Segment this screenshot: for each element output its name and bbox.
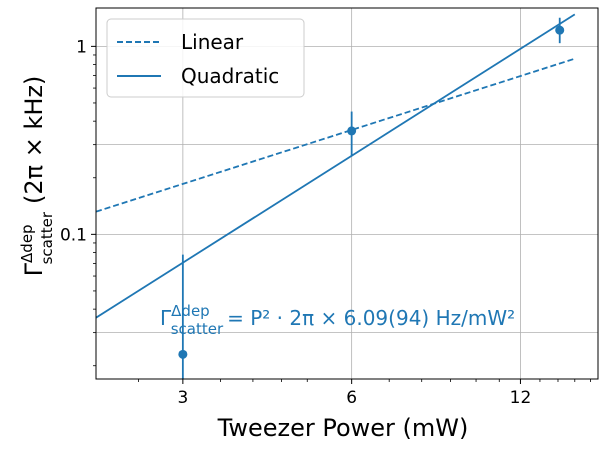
- x-tick-label: 6: [346, 388, 357, 408]
- annot-gamma: Γ: [160, 306, 172, 330]
- annot-formula: = P² · 2π × 6.09(94) Hz/mW²: [227, 306, 515, 330]
- y-tick-label: 0.1: [60, 225, 87, 245]
- data-point: [178, 349, 188, 359]
- y-axis-label: ΓΔdep scatter (2π × kHz): [18, 76, 56, 277]
- series-layer: [96, 13, 576, 319]
- fit-annotation: ΓΔdep scatter = P² · 2π × 6.09(94) Hz/mW²: [160, 302, 515, 338]
- legend-label-linear: Linear: [181, 30, 244, 54]
- series-line-quadratic: [96, 13, 576, 319]
- points-layer: [178, 17, 565, 379]
- y-label-gamma: Γ: [20, 262, 48, 276]
- data-point: [555, 25, 565, 35]
- y-label-sub: scatter: [38, 211, 56, 264]
- data-point: [347, 126, 357, 136]
- legend: Linear Quadratic: [106, 18, 305, 98]
- tick-layer: 3 6 12 0.1 1: [60, 37, 531, 408]
- legend-box: [106, 18, 305, 98]
- legend-label-quadratic: Quadratic: [181, 64, 279, 88]
- y-label-sup: Δdep: [18, 224, 36, 263]
- y-label-units: (2π × kHz): [20, 76, 48, 204]
- x-tick-label: 3: [177, 388, 188, 408]
- y-tick-label: 1: [76, 37, 87, 57]
- plot-frame: [95, 7, 599, 380]
- annot-sup: Δdep: [171, 302, 210, 320]
- x-axis-label: Tweezer Power (mW): [217, 414, 469, 442]
- series-line-linear: [96, 57, 576, 213]
- annot-sub: scatter: [171, 320, 224, 338]
- x-tick-label: 12: [510, 388, 532, 408]
